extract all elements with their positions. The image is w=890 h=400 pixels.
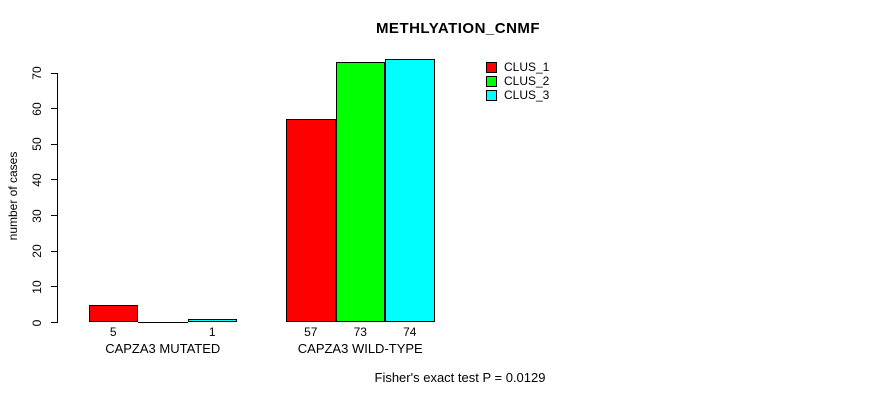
x-category-label: CAPZA3 WILD-TYPE bbox=[297, 341, 423, 356]
bar-clus_1 bbox=[286, 119, 336, 323]
y-tick-label: 20 bbox=[30, 244, 44, 258]
y-tick-label: 30 bbox=[30, 208, 44, 223]
y-axis-label: number of cases bbox=[6, 151, 20, 241]
legend-row: CLUS_2 bbox=[486, 74, 550, 88]
y-tick-mark bbox=[51, 108, 58, 110]
y-tick-label: 60 bbox=[30, 101, 44, 116]
y-tick-label: 70 bbox=[30, 66, 44, 80]
legend-row: CLUS_3 bbox=[486, 88, 550, 102]
bar-clus_1 bbox=[88, 304, 138, 323]
legend: CLUS_1 CLUS_2 CLUS_3 bbox=[486, 60, 550, 102]
footer-note: Fisher's exact test P = 0.0129 bbox=[374, 370, 546, 385]
y-tick-label: 40 bbox=[30, 173, 44, 187]
y-tick-label: 50 bbox=[30, 137, 44, 151]
bar-value-label: 74 bbox=[403, 325, 417, 339]
legend-label: CLUS_3 bbox=[504, 88, 550, 102]
y-tick-mark bbox=[51, 179, 58, 181]
bar-clus_3 bbox=[385, 58, 435, 323]
y-tick-mark bbox=[51, 215, 58, 217]
y-axis-line bbox=[57, 73, 58, 323]
y-tick-label: 0 bbox=[30, 319, 44, 326]
y-tick-mark bbox=[51, 322, 58, 323]
legend-label: CLUS_2 bbox=[504, 74, 550, 88]
legend-label: CLUS_1 bbox=[504, 60, 550, 74]
legend-row: CLUS_1 bbox=[486, 60, 550, 74]
bar-value-label: 5 bbox=[109, 325, 117, 339]
bar-clus_2 bbox=[335, 62, 385, 323]
y-tick-mark bbox=[51, 286, 58, 288]
legend-swatch-icon bbox=[486, 76, 497, 87]
chart-title: METHLYATION_CNMF bbox=[375, 20, 541, 37]
bar-value-label: 73 bbox=[353, 325, 367, 339]
y-tick-mark bbox=[51, 72, 58, 74]
y-tick-label: 10 bbox=[30, 280, 44, 294]
bar-clus_2-zero bbox=[138, 321, 188, 323]
y-tick-mark bbox=[51, 143, 58, 145]
x-category-label: CAPZA3 MUTATED bbox=[105, 341, 221, 356]
bar-value-label: 1 bbox=[208, 325, 216, 339]
bar-value-label: 57 bbox=[304, 325, 318, 339]
legend-swatch-icon bbox=[486, 62, 497, 73]
legend-swatch-icon bbox=[486, 90, 497, 101]
bar-clus_3 bbox=[187, 318, 237, 323]
y-tick-mark bbox=[51, 250, 58, 252]
